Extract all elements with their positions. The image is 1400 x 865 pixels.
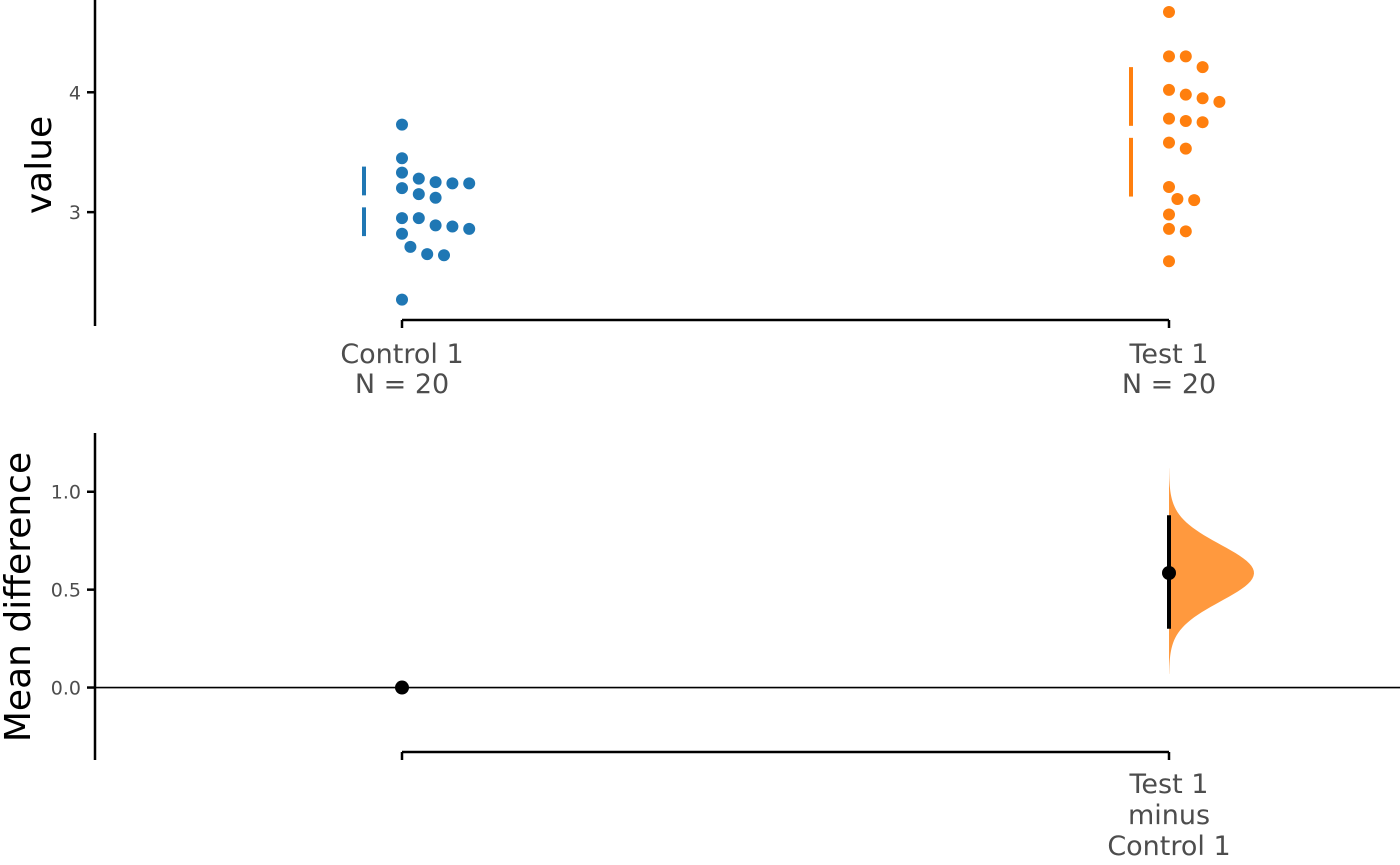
bottom-y-axis: 0.0 0.5 1.0 xyxy=(51,433,97,760)
data-point xyxy=(396,212,408,225)
data-point xyxy=(1163,50,1175,63)
data-points xyxy=(396,5,1226,306)
data-point xyxy=(446,220,459,233)
top-y-tick-label: 4 xyxy=(69,82,81,104)
data-point xyxy=(1188,194,1201,207)
data-point xyxy=(1196,61,1209,74)
bottom-y-tick-label: 1.0 xyxy=(51,482,81,504)
data-point xyxy=(1179,142,1192,155)
category-n-label: N = 20 xyxy=(355,369,449,400)
data-point xyxy=(396,118,408,131)
comparison-label-line: Control 1 xyxy=(1107,831,1230,862)
data-point xyxy=(1163,208,1175,221)
data-point xyxy=(1179,50,1192,63)
data-point xyxy=(1163,255,1175,268)
data-point xyxy=(463,222,476,235)
sd-bars xyxy=(362,67,1133,237)
data-point xyxy=(1163,180,1175,193)
bottom-y-tick-label: 0.5 xyxy=(51,580,81,602)
top-y-axis: 34 xyxy=(69,0,97,326)
data-point xyxy=(1196,116,1209,129)
data-point xyxy=(396,166,408,179)
effect-size xyxy=(95,468,1400,695)
data-point xyxy=(1179,88,1192,101)
data-point xyxy=(1163,83,1175,96)
top-y-tick-label: 3 xyxy=(69,202,81,224)
data-point xyxy=(396,182,408,195)
data-point xyxy=(412,172,425,185)
bootstrap-distribution xyxy=(1169,468,1254,674)
data-point xyxy=(438,249,450,262)
data-point xyxy=(1163,5,1175,18)
effect-size-point xyxy=(1162,566,1176,581)
data-point xyxy=(1163,112,1175,125)
data-point xyxy=(412,188,425,201)
bottom-y-axis-title: Mean difference xyxy=(0,452,39,742)
data-point xyxy=(1213,95,1226,108)
data-point xyxy=(446,177,459,190)
comparison-label-line: minus xyxy=(1128,800,1210,831)
effect-size-panel: Mean difference 0.0 0.5 1.0 Test 1minusCon… xyxy=(0,433,1400,862)
data-point xyxy=(412,212,425,225)
data-point xyxy=(1171,192,1184,205)
reference-point xyxy=(395,680,409,695)
data-point xyxy=(1163,136,1175,149)
category-n-label: N = 20 xyxy=(1122,369,1216,400)
data-point xyxy=(396,227,408,240)
data-point xyxy=(429,176,442,189)
data-point xyxy=(1196,92,1209,105)
bottom-y-tick-label: 0.0 xyxy=(51,678,81,700)
data-point xyxy=(1179,115,1192,128)
data-point xyxy=(404,240,417,253)
data-point xyxy=(1179,225,1192,238)
data-point xyxy=(1163,222,1175,235)
data-point xyxy=(421,248,434,261)
category-label: Control 1 xyxy=(340,339,463,370)
top-y-axis-title: value xyxy=(19,116,60,214)
category-label: Test 1 xyxy=(1129,339,1209,370)
data-point xyxy=(396,293,408,306)
data-point xyxy=(396,152,408,165)
data-point xyxy=(463,177,476,190)
data-point xyxy=(429,191,442,204)
comparison-label-line: Test 1 xyxy=(1129,769,1209,800)
data-point xyxy=(429,219,442,232)
